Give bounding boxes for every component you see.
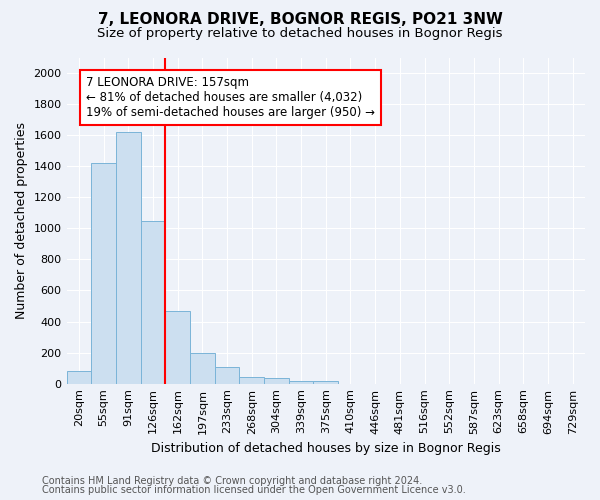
Bar [289,382,313,384]
Text: Contains public sector information licensed under the Open Government Licence v3: Contains public sector information licen… [42,485,466,495]
Bar [91,163,116,384]
Y-axis label: Number of detached properties: Number of detached properties [15,122,28,319]
Text: 7 LEONORA DRIVE: 157sqm
← 81% of detached houses are smaller (4,032)
19% of semi: 7 LEONORA DRIVE: 157sqm ← 81% of detache… [86,76,375,119]
Bar [165,310,190,384]
Bar [264,378,289,384]
X-axis label: Distribution of detached houses by size in Bognor Regis: Distribution of detached houses by size … [151,442,500,455]
Bar [140,220,165,384]
Text: Size of property relative to detached houses in Bognor Regis: Size of property relative to detached ho… [97,28,503,40]
Bar [215,368,239,384]
Text: Contains HM Land Registry data © Crown copyright and database right 2024.: Contains HM Land Registry data © Crown c… [42,476,422,486]
Bar [190,352,215,384]
Text: 7, LEONORA DRIVE, BOGNOR REGIS, PO21 3NW: 7, LEONORA DRIVE, BOGNOR REGIS, PO21 3NW [98,12,502,28]
Bar [239,376,264,384]
Bar [313,380,338,384]
Bar [67,372,91,384]
Bar [116,132,140,384]
